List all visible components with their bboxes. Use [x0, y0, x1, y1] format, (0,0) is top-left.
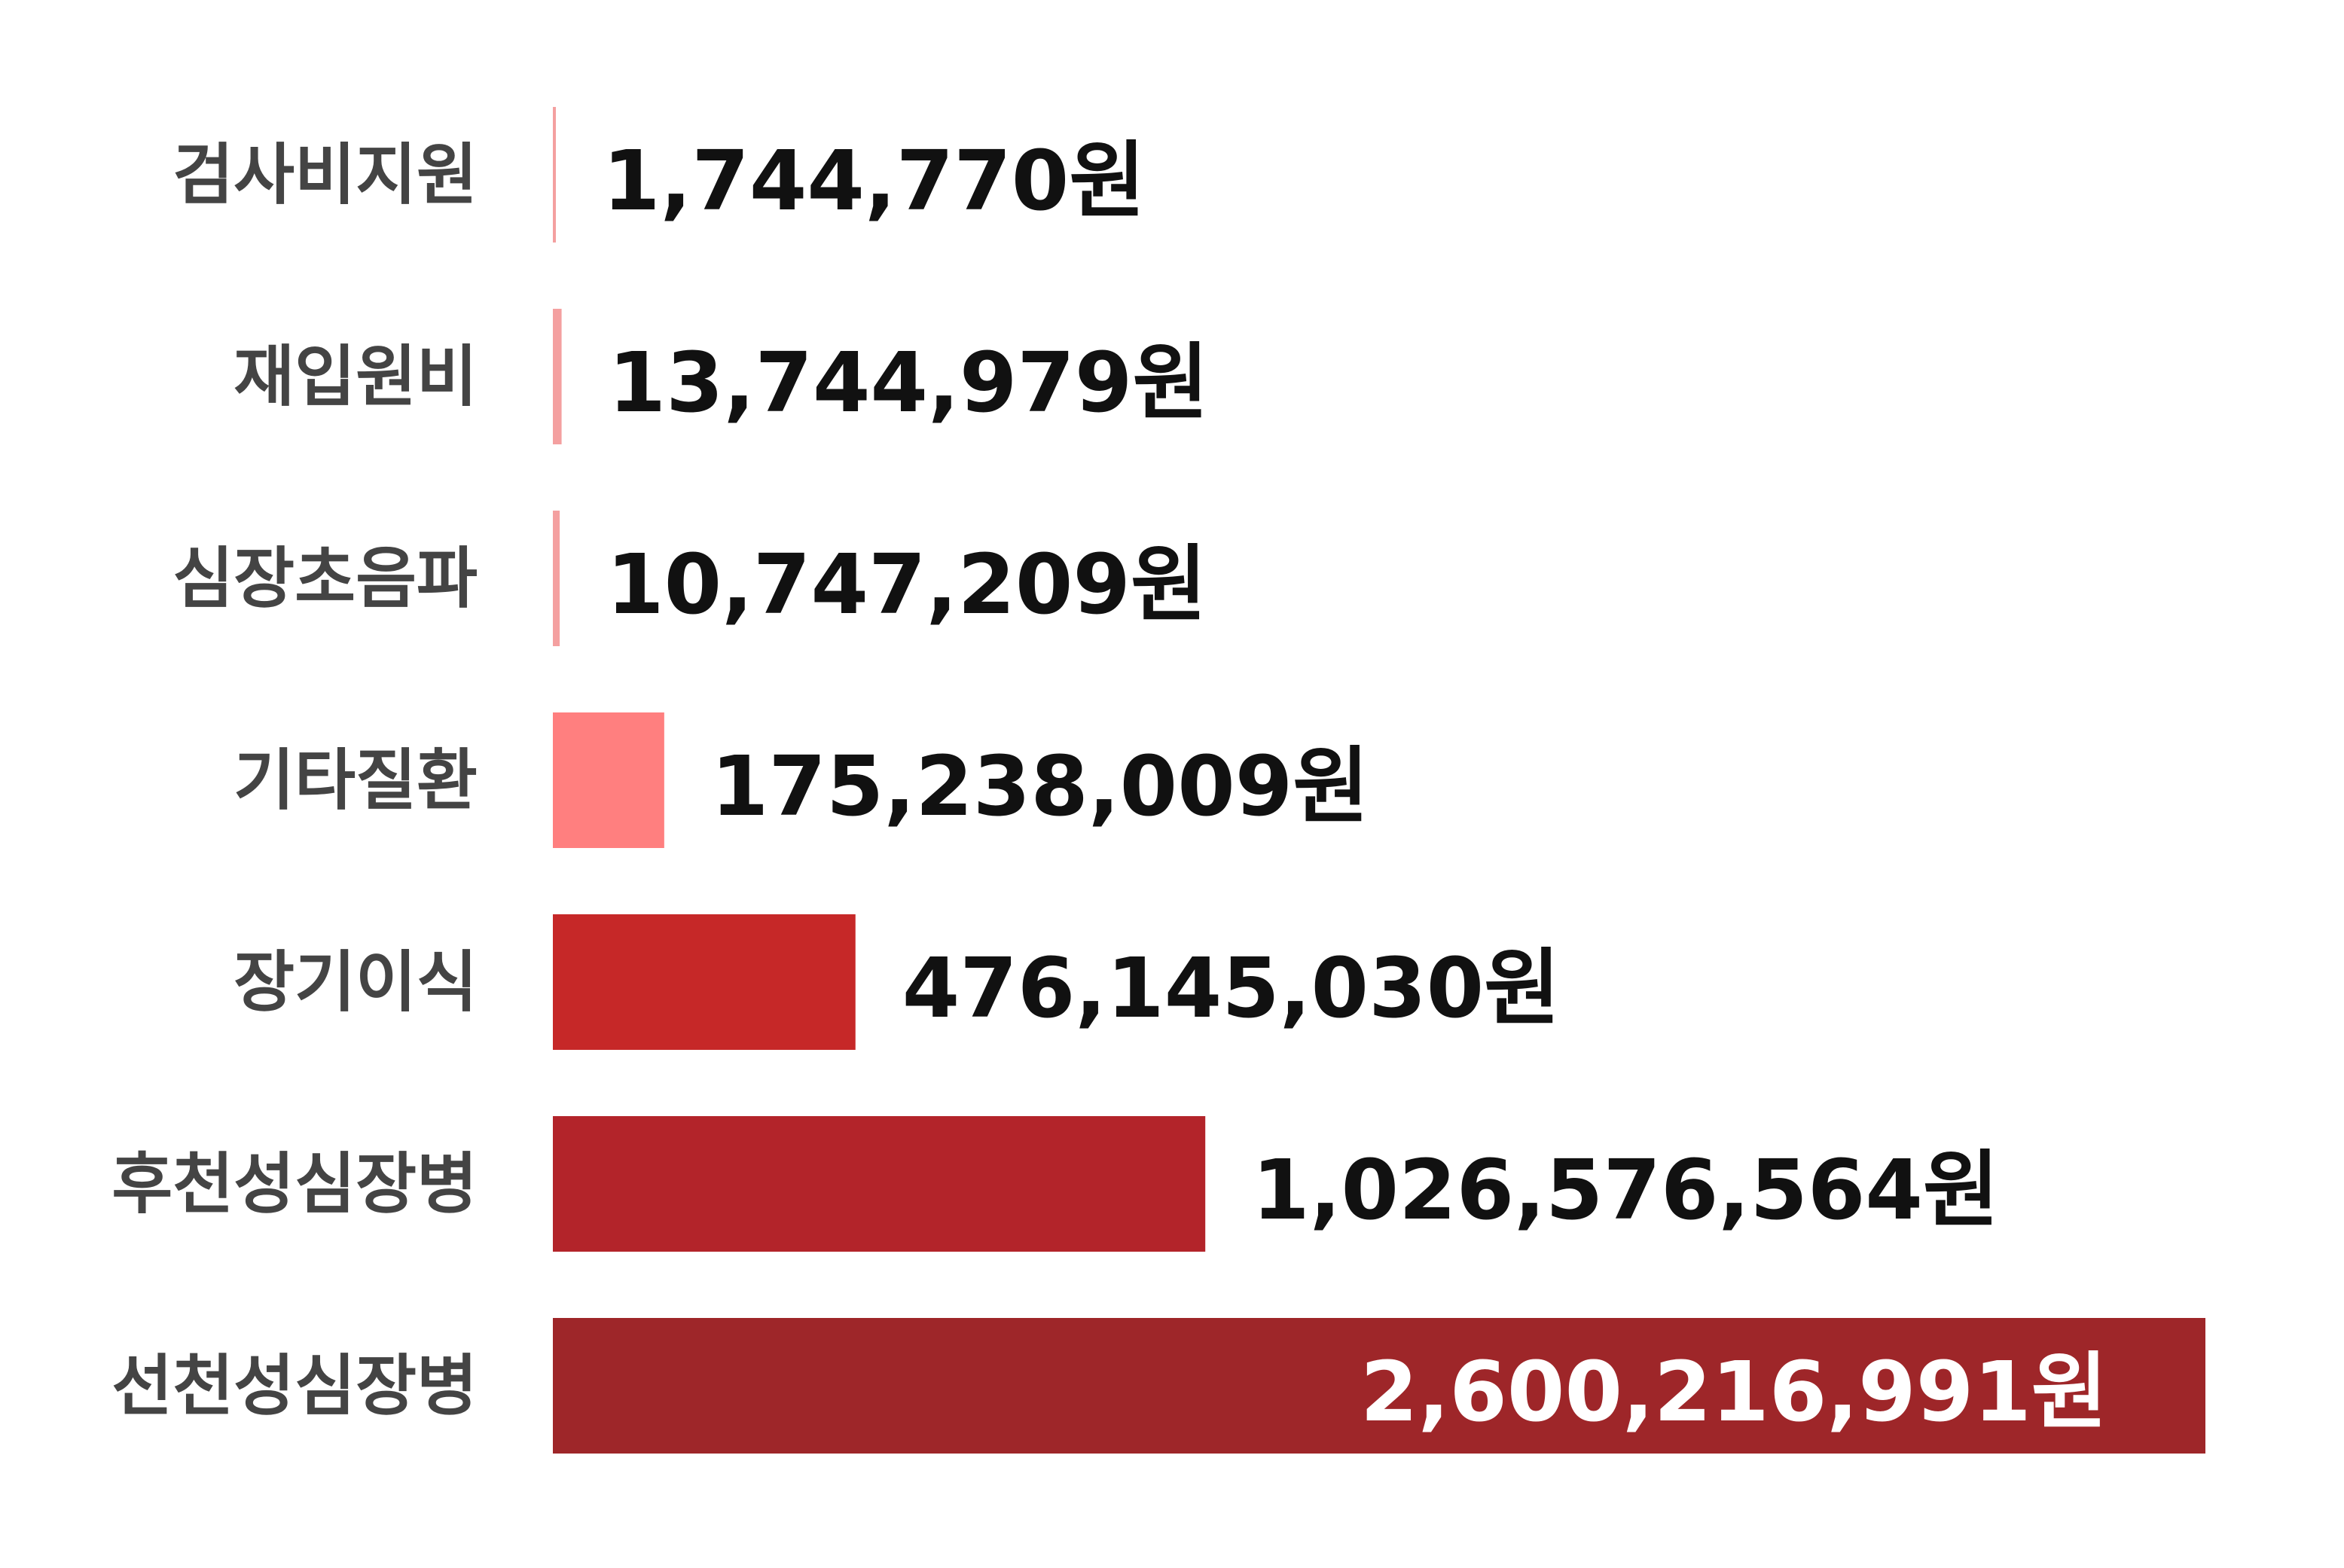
category-label: 장기이식: [233, 944, 478, 1021]
value-labels: 1,744,770원 13,744,979원 10,747,209원 175,238,…: [603, 133, 2107, 1440]
category-label: 후천성심장병: [111, 1145, 478, 1223]
bar: [553, 1116, 1206, 1252]
value-label: 1,744,770원: [603, 133, 1146, 229]
value-label: 13,744,979원: [609, 334, 1209, 431]
value-label: 2,600,216,991원: [1360, 1344, 2107, 1440]
value-label: 476,145,030원: [902, 940, 1561, 1036]
bar: [553, 712, 664, 848]
bar: [553, 511, 560, 646]
category-label: 선천성심장병: [111, 1347, 478, 1425]
bar: [553, 1318, 2205, 1454]
bars: [553, 107, 2205, 1454]
value-label: 175,238,009원: [711, 738, 1369, 834]
bar: [553, 107, 556, 243]
category-label: 기타질환: [233, 742, 478, 819]
value-label: 1,026,576,564원: [1252, 1142, 1999, 1238]
category-label: 심장초음파: [172, 540, 478, 618]
bar: [553, 309, 562, 444]
bar: [553, 914, 856, 1050]
category-label: 검사비지원: [172, 136, 478, 214]
category-label: 재입원비: [233, 338, 478, 416]
value-label: 10,747,209원: [606, 536, 1207, 633]
